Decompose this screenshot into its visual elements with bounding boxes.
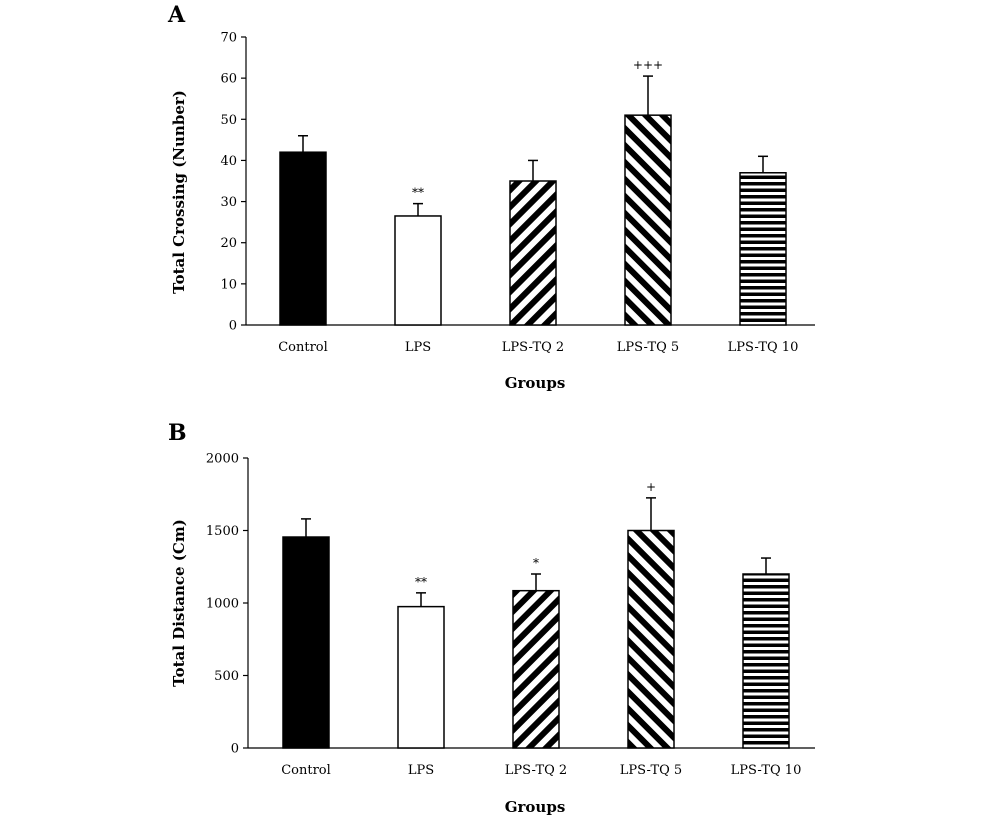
panel-b-x-tick-label-3: LPS-TQ 2 xyxy=(505,763,567,778)
panel-b-bar-1 xyxy=(282,536,330,749)
panel-a-significance-label-2: ** xyxy=(412,186,424,200)
panel-b-y-tick-label: 1500 xyxy=(206,524,239,539)
panel-a-y-tick-label: 10 xyxy=(220,277,237,292)
panel-a-bar-4 xyxy=(624,114,672,326)
panel-a-x-axis-title: Groups xyxy=(505,374,566,392)
panel-b-significance-label-3: * xyxy=(533,556,539,570)
panel-b-x-tick-label-1: Control xyxy=(281,763,331,778)
panel-b-x-axis-title: Groups xyxy=(505,798,566,816)
panel-a-y-tick-label: 0 xyxy=(229,319,237,334)
panel-a-y-tick-label: 30 xyxy=(220,195,237,210)
panel-b-letter: B xyxy=(168,420,187,446)
panel-a-y-tick-label: 40 xyxy=(220,154,237,169)
chart-panel-a: A Total Crossing (Nunber) Groups 0 10 20 30… xyxy=(167,2,815,392)
panel-a-bars: Control ** LPS LPS-TQ 2 +++ LPS-TQ 5 LPS-TQ 10 xyxy=(278,58,798,355)
panel-a-bar-3 xyxy=(509,180,557,326)
panel-b-y-tick-label: 1000 xyxy=(206,597,239,612)
panel-b-significance-label-4: + xyxy=(646,480,656,494)
panel-a-y-tick-label: 20 xyxy=(220,236,237,251)
panel-a-y-axis-title: Total Crossing (Nunber) xyxy=(170,90,188,294)
panel-a-letter: A xyxy=(167,2,186,28)
panel-b-x-tick-label-5: LPS-TQ 10 xyxy=(731,763,802,778)
panel-b-bar-3 xyxy=(512,589,560,749)
panel-a-x-tick-label-2: LPS xyxy=(405,340,431,355)
panel-b-y-tick-label: 0 xyxy=(231,742,239,757)
panel-a-x-tick-label-5: LPS-TQ 10 xyxy=(728,340,799,355)
panel-a-x-tick-label-4: LPS-TQ 5 xyxy=(617,340,679,355)
panel-b-x-tick-label-4: LPS-TQ 5 xyxy=(620,763,682,778)
panel-a-axes: 0 10 20 30 40 50 60 70 xyxy=(220,31,815,334)
panel-b-bar-2 xyxy=(397,605,445,749)
panel-b-y-tick-label: 500 xyxy=(214,669,239,684)
panel-b-significance-label-2: ** xyxy=(415,575,427,589)
panel-a-y-tick-label: 60 xyxy=(220,72,237,87)
panel-b-y-tick-label: 2000 xyxy=(206,452,239,467)
chart-panel-b: B Total Distance (Cm) Groups 0 500 1000 150… xyxy=(168,420,815,816)
panel-b-x-tick-label-2: LPS xyxy=(408,763,434,778)
panel-a-x-tick-label-1: Control xyxy=(278,340,328,355)
panel-b-bar-5 xyxy=(742,573,790,749)
panel-a-x-tick-label-3: LPS-TQ 2 xyxy=(502,340,564,355)
panel-a-y-tick-label: 70 xyxy=(220,31,237,46)
panel-a-bar-5 xyxy=(739,172,787,326)
panel-a-bar-2 xyxy=(394,215,442,326)
panel-b-bar-4 xyxy=(627,529,675,749)
panel-b-bars: Control ** LPS * LPS-TQ 2 + LPS-TQ 5 LPS-TQ 10 xyxy=(281,480,801,778)
panel-b-y-axis-title: Total Distance (Cm) xyxy=(170,519,188,687)
panel-a-y-tick-label: 50 xyxy=(220,113,237,128)
panel-a-bar-1 xyxy=(279,151,327,326)
panel-a-significance-label-4: +++ xyxy=(633,58,663,72)
